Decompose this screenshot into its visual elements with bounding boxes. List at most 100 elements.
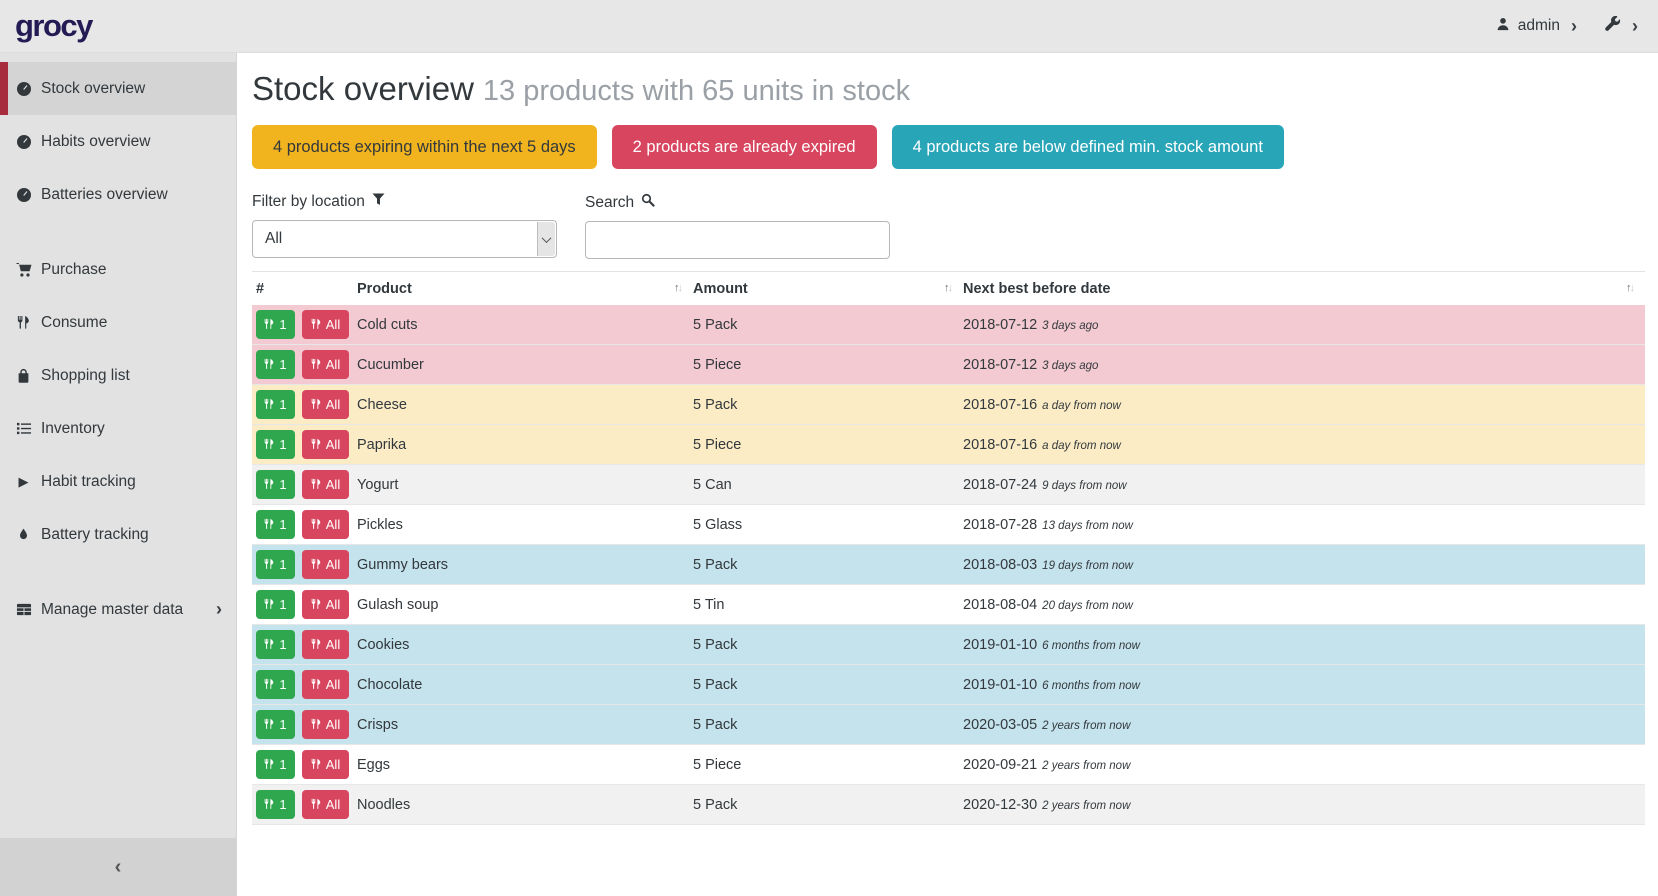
- search-label: Search: [585, 193, 890, 212]
- best-before-date: 2019-01-10: [963, 676, 1038, 693]
- stock-row: 1 All Pickles 5 Glass 2018-07-28 13 days from…: [252, 504, 1645, 546]
- best-before-date: 2018-07-16: [963, 396, 1038, 413]
- sidebar-item-battery-tracking[interactable]: Battery tracking: [0, 508, 236, 561]
- sidebar-nav: Stock overview Habits overview Batteries o…: [0, 53, 236, 838]
- consume-one-button[interactable]: 1: [256, 790, 295, 820]
- column-header-product[interactable]: Product ↑↓: [357, 271, 693, 306]
- best-before-note: 6 months from now: [1042, 679, 1140, 692]
- best-before-note: 3 days ago: [1042, 319, 1099, 332]
- sidebar-item-shopping-list[interactable]: Shopping list: [0, 349, 236, 402]
- user-icon: [1496, 17, 1510, 36]
- product-name: Cookies: [357, 636, 410, 653]
- utensils-icon: [311, 718, 322, 732]
- sidebar-item-manage-master-data[interactable]: Manage master data ›: [0, 583, 236, 636]
- product-name: Gummy bears: [357, 556, 449, 573]
- best-before-note: a day from now: [1042, 439, 1121, 452]
- amount-value: 5 Can: [693, 476, 732, 493]
- consume-all-button[interactable]: All: [302, 470, 349, 500]
- sidebar-item-label: Batteries overview: [41, 185, 168, 203]
- consume-all-button[interactable]: All: [302, 670, 349, 700]
- select-dropdown-arrow: [537, 222, 555, 257]
- sidebar-item-habits-overview[interactable]: Habits overview: [0, 115, 236, 168]
- column-header-best-before[interactable]: Next best before date ↑↓: [963, 271, 1645, 306]
- utensils-icon: [311, 558, 322, 572]
- consume-one-button[interactable]: 1: [256, 670, 295, 700]
- utensils-icon: [311, 518, 322, 532]
- stock-row: 1 All Yogurt 5 Can 2018-07-24 9 days from now: [252, 464, 1645, 506]
- stock-row: 1 All Crisps 5 Pack 2020-03-05 2 years from n…: [252, 704, 1645, 746]
- consume-one-button[interactable]: 1: [256, 590, 295, 620]
- consume-all-button[interactable]: All: [302, 350, 349, 380]
- column-header-amount-label: Amount: [693, 281, 748, 298]
- consume-all-button[interactable]: All: [302, 630, 349, 660]
- list-icon: [15, 421, 32, 436]
- stock-row: 1 All Eggs 5 Piece 2020-09-21 2 years from no…: [252, 744, 1645, 786]
- consume-one-button[interactable]: 1: [256, 310, 295, 340]
- shopping-cart-icon: [15, 262, 32, 278]
- column-header-number: #: [252, 271, 357, 306]
- expired-products-badge[interactable]: 2 products are already expired: [611, 125, 877, 170]
- tachometer-icon: [15, 81, 32, 97]
- consume-one-button[interactable]: 1: [256, 630, 295, 660]
- consume-all-button[interactable]: All: [302, 390, 349, 420]
- sidebar-item-habit-tracking[interactable]: ▶ Habit tracking: [0, 455, 236, 508]
- consume-all-button[interactable]: All: [302, 310, 349, 340]
- consume-all-label: All: [325, 757, 341, 773]
- stock-row: 1 All Cheese 5 Pack 2018-07-16 a day from now: [252, 384, 1645, 426]
- sidebar-item-purchase[interactable]: Purchase: [0, 243, 236, 296]
- consume-one-button[interactable]: 1: [256, 430, 295, 460]
- location-filter-select[interactable]: All: [252, 220, 557, 259]
- shopping-bag-icon: [15, 368, 32, 384]
- below-min-stock-badge[interactable]: 4 products are below defined min. stock …: [891, 125, 1284, 170]
- best-before-date: 2018-08-03: [963, 556, 1038, 573]
- sidebar-item-consume[interactable]: Consume: [0, 296, 236, 349]
- consume-one-button[interactable]: 1: [256, 350, 295, 380]
- user-name: admin: [1517, 17, 1560, 34]
- consume-all-label: All: [325, 517, 341, 533]
- consume-all-button[interactable]: All: [302, 710, 349, 740]
- best-before-date: 2018-07-16: [963, 436, 1038, 453]
- settings-menu[interactable]: ›: [1605, 15, 1638, 37]
- consume-one-button[interactable]: 1: [256, 390, 295, 420]
- consume-one-button[interactable]: 1: [256, 470, 295, 500]
- grocy-logo[interactable]: grocy: [15, 8, 93, 43]
- consume-one-button[interactable]: 1: [256, 750, 295, 780]
- consume-one-button[interactable]: 1: [256, 550, 295, 580]
- stock-row: 1 All Cold cuts 5 Pack 2018-07-12 3 days ago: [252, 305, 1645, 346]
- stock-table: # Product ↑↓ Amount ↑↓ Next best before …: [252, 271, 1645, 826]
- sidebar-item-label: Manage master data: [41, 600, 184, 618]
- expiring-products-badge[interactable]: 4 products expiring within the next 5 da…: [252, 125, 597, 170]
- product-name: Chocolate: [357, 676, 423, 693]
- utensils-icon: [264, 758, 275, 772]
- chevron-right-icon: ›: [1632, 16, 1638, 36]
- utensils-icon: [264, 558, 275, 572]
- tint-icon: [15, 527, 32, 542]
- amount-value: 5 Piece: [693, 356, 742, 373]
- consume-all-button[interactable]: All: [302, 590, 349, 620]
- consume-all-button[interactable]: All: [302, 750, 349, 780]
- sidebar-collapse-button[interactable]: ‹: [0, 838, 236, 896]
- tachometer-icon: [15, 134, 32, 150]
- product-name: Crisps: [357, 716, 399, 733]
- sidebar-item-label: Stock overview: [41, 79, 146, 97]
- consume-one-label: 1: [279, 517, 287, 533]
- user-menu[interactable]: admin ›: [1496, 17, 1577, 36]
- consume-all-button[interactable]: All: [302, 510, 349, 540]
- page-title-text: Stock overview: [252, 70, 474, 107]
- sidebar-item-inventory[interactable]: Inventory: [0, 402, 236, 455]
- consume-all-label: All: [325, 717, 341, 733]
- consume-one-button[interactable]: 1: [256, 710, 295, 740]
- sort-icon: ↑↓: [1626, 282, 1635, 295]
- consume-all-button[interactable]: All: [302, 790, 349, 820]
- search-input[interactable]: [585, 221, 890, 260]
- consume-one-button[interactable]: 1: [256, 510, 295, 540]
- sidebar-item-batteries-overview[interactable]: Batteries overview: [0, 168, 236, 221]
- sidebar-item-stock-overview[interactable]: Stock overview: [0, 62, 236, 115]
- best-before-date: 2020-12-30: [963, 796, 1038, 813]
- utensils-icon: [311, 478, 322, 492]
- consume-all-button[interactable]: All: [302, 550, 349, 580]
- utensils-icon: [311, 318, 322, 332]
- stock-row: 1 All Noodles 5 Pack 2020-12-30 2 years from …: [252, 784, 1645, 826]
- column-header-amount[interactable]: Amount ↑↓: [693, 271, 963, 306]
- consume-all-button[interactable]: All: [302, 430, 349, 460]
